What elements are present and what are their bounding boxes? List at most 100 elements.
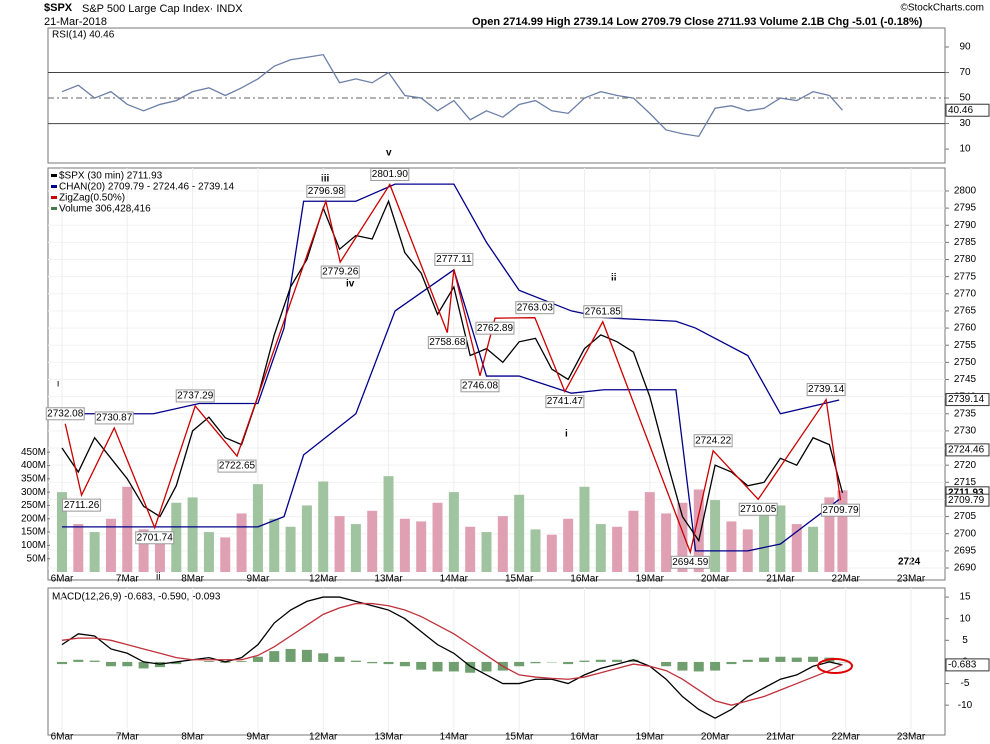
rsi-title: RSI(14) 40.46 bbox=[52, 30, 115, 41]
y-tick-label: 2765 bbox=[954, 306, 977, 317]
y2-tick-label: 250M bbox=[21, 500, 46, 511]
zigzag-label: 2701.74 bbox=[137, 532, 174, 543]
highlight-circle bbox=[817, 658, 853, 674]
zigzag-label-box bbox=[135, 531, 175, 545]
volume-bar bbox=[644, 492, 655, 573]
histogram-bar bbox=[759, 657, 770, 662]
volume-bar bbox=[416, 521, 427, 573]
volume-bar bbox=[775, 505, 786, 573]
volume-bar bbox=[759, 513, 770, 573]
zigzag-label-box bbox=[515, 301, 555, 315]
zigzag-label: 2777.11 bbox=[436, 254, 472, 265]
volume-bar bbox=[318, 481, 329, 573]
x-tick-label: 7Mar bbox=[116, 574, 139, 585]
histogram-bar bbox=[595, 659, 606, 662]
x-tick-label: 19Mar bbox=[636, 574, 665, 585]
volume-bar bbox=[171, 502, 182, 573]
price-panel bbox=[47, 167, 946, 581]
zigzag-label-box bbox=[175, 389, 215, 403]
histogram-bar bbox=[677, 661, 688, 671]
x-tick-label: 16Mar bbox=[570, 732, 599, 743]
credit: ©StockCharts.com bbox=[900, 3, 984, 14]
x-tick-label: 6Mar bbox=[51, 732, 74, 743]
y-tick-label: 70 bbox=[959, 67, 971, 78]
histogram-bar bbox=[481, 661, 492, 672]
histogram-bar bbox=[171, 661, 182, 665]
zigzag-label: 2724.22 bbox=[695, 435, 732, 446]
y2-tick-label: 50M bbox=[27, 553, 46, 564]
volume-bar bbox=[514, 494, 525, 573]
volume-bar bbox=[73, 524, 84, 573]
volume-bar bbox=[448, 492, 459, 573]
histogram-bar bbox=[105, 661, 116, 667]
y-tick-label: 2775 bbox=[954, 271, 977, 282]
histogram-bar bbox=[203, 661, 214, 662]
y-tick-label: 2745 bbox=[954, 374, 977, 385]
date: 21-Mar-2018 bbox=[44, 16, 107, 28]
volume-bar bbox=[432, 502, 443, 573]
zigzag-label-box bbox=[583, 305, 623, 319]
y-tick-label: 2755 bbox=[954, 340, 977, 351]
rsi-panel bbox=[47, 27, 946, 164]
volume-bar bbox=[612, 526, 623, 573]
histogram-bar bbox=[808, 656, 819, 662]
zigzag-label: 2746.08 bbox=[462, 380, 499, 391]
wave-label: i bbox=[57, 379, 59, 390]
volume-bar bbox=[367, 510, 378, 573]
series-line bbox=[61, 602, 843, 706]
volume-bar bbox=[236, 513, 247, 573]
zigzag-label: 2741.47 bbox=[547, 396, 584, 407]
x-tick-label: 12Mar bbox=[309, 732, 338, 743]
zigzag-label: 2737.29 bbox=[177, 391, 214, 402]
volume-bar bbox=[563, 518, 574, 573]
histogram-bar bbox=[56, 661, 67, 665]
volume-bar bbox=[497, 516, 508, 573]
x-tick-label: 22Mar bbox=[832, 732, 861, 743]
volume-bar bbox=[481, 532, 492, 573]
zigzag-label: 2796.98 bbox=[308, 186, 345, 197]
y-tick-label: 2760 bbox=[954, 323, 977, 334]
y-tick-label: 30 bbox=[959, 118, 971, 129]
x-tick-label: 6Mar bbox=[51, 574, 74, 585]
y2-tick-label: 300M bbox=[21, 487, 46, 498]
volume-bar bbox=[661, 513, 672, 573]
histogram-bar bbox=[301, 649, 312, 662]
volume-bar bbox=[105, 518, 116, 573]
x-tick-label: 14Mar bbox=[440, 574, 469, 585]
zigzag-label: 2694.59 bbox=[672, 557, 709, 568]
y-tick-label: 90 bbox=[959, 42, 971, 53]
wave-label: ii bbox=[156, 572, 160, 583]
zigzag-label-box bbox=[94, 411, 134, 425]
volume-bar bbox=[628, 510, 639, 573]
y-tick-label: 50 bbox=[959, 93, 971, 104]
axis-marker-box bbox=[945, 658, 990, 672]
y-tick-label: 2705 bbox=[954, 511, 977, 522]
wave-label: v bbox=[386, 148, 392, 159]
volume-bar bbox=[350, 524, 361, 573]
macd-title: MACD(12,26,9) -0.683, -0.590, -0.093 bbox=[52, 592, 221, 603]
histogram-bar bbox=[350, 660, 361, 662]
volume-bar bbox=[187, 497, 198, 573]
y-tick-label: 10 bbox=[959, 613, 971, 624]
zigzag-label-box bbox=[693, 434, 733, 448]
x-tick-label: 9Mar bbox=[247, 574, 270, 585]
y-tick-label: -5 bbox=[961, 678, 970, 689]
histogram-bar bbox=[775, 656, 786, 662]
zigzag-label-box bbox=[670, 555, 710, 569]
axis-marker: 2709.79 bbox=[948, 495, 985, 506]
zigzag-label-box bbox=[545, 395, 585, 409]
zigzag-label-box bbox=[217, 459, 257, 473]
y2-tick-label: 200M bbox=[21, 513, 46, 524]
symbol: $SPX bbox=[44, 2, 73, 14]
legend-swatch bbox=[51, 207, 57, 210]
zigzag-label-box bbox=[434, 252, 474, 266]
volume-bar bbox=[399, 518, 410, 573]
y-tick-label: 2695 bbox=[954, 546, 977, 557]
legend-entry: CHAN(20) 2709.79 - 2724.46 - 2739.14 bbox=[59, 182, 235, 193]
volume-bar bbox=[203, 532, 214, 573]
y-tick-label: 2735 bbox=[954, 408, 977, 419]
axis-marker-box bbox=[945, 393, 990, 407]
